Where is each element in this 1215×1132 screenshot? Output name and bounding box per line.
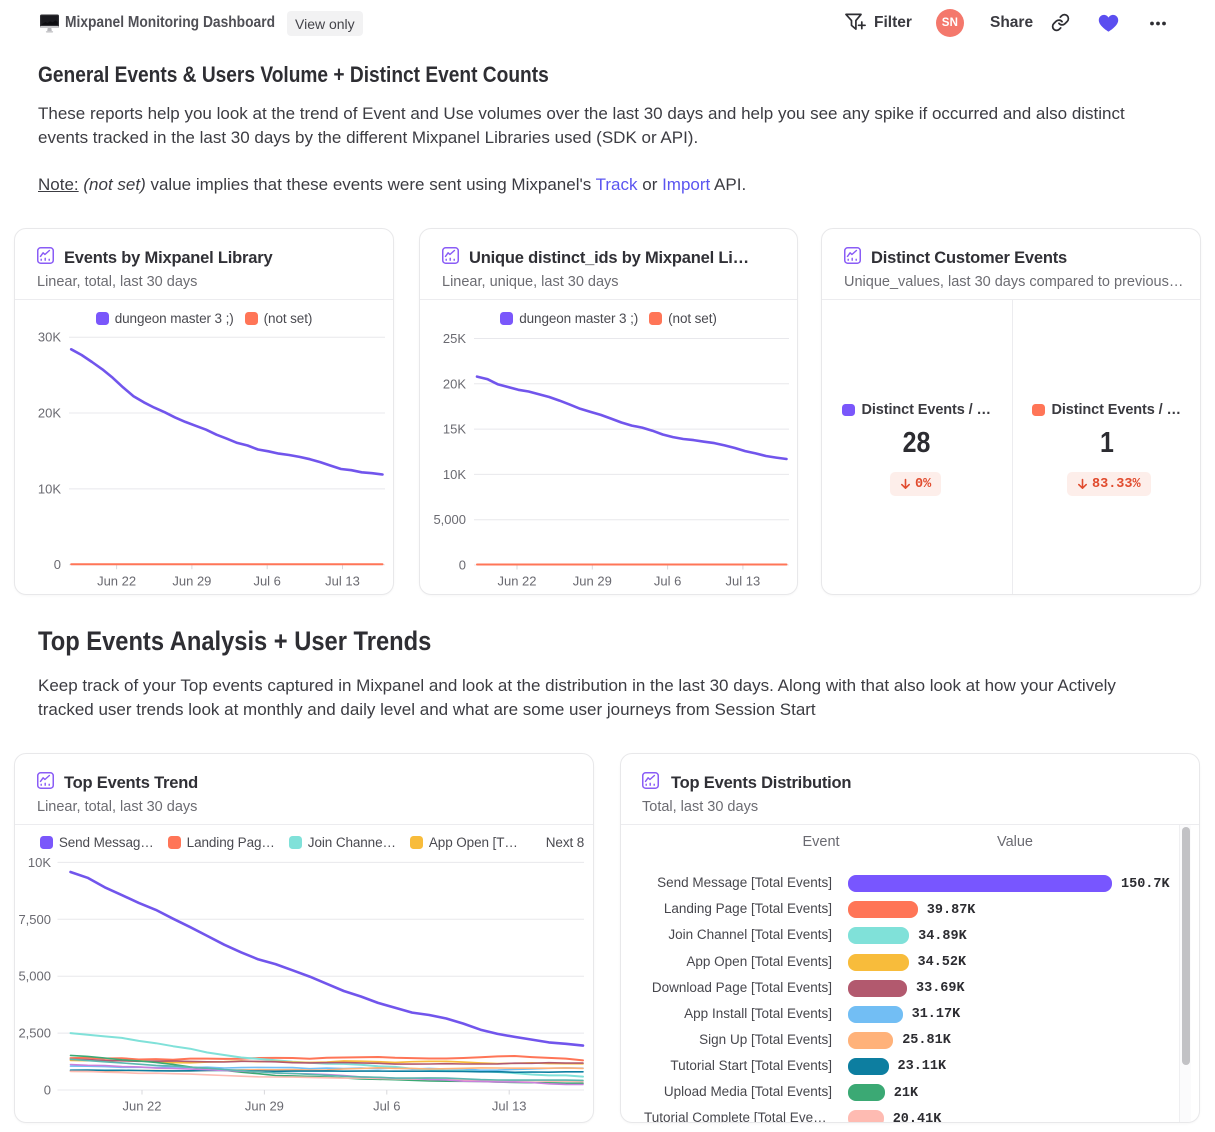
svg-text:20K: 20K	[443, 376, 466, 391]
svg-text:Jul 13: Jul 13	[726, 574, 761, 589]
svg-text:Jul 13: Jul 13	[492, 1099, 527, 1114]
svg-text:0: 0	[54, 557, 61, 572]
svg-text:5,000: 5,000	[433, 512, 466, 527]
svg-text:10K: 10K	[28, 855, 51, 870]
svg-text:7,500: 7,500	[18, 912, 51, 927]
svg-text:Jul 13: Jul 13	[325, 574, 360, 589]
svg-text:10K: 10K	[38, 481, 61, 496]
svg-text:Jun 22: Jun 22	[497, 574, 536, 589]
svg-text:Jul 6: Jul 6	[253, 574, 280, 589]
svg-text:0: 0	[459, 558, 466, 573]
svg-text:Jun 29: Jun 29	[172, 574, 211, 589]
svg-text:Jul 6: Jul 6	[373, 1099, 400, 1114]
svg-text:Jun 29: Jun 29	[245, 1099, 284, 1114]
svg-text:2,500: 2,500	[18, 1026, 51, 1041]
svg-text:10K: 10K	[443, 467, 466, 482]
svg-text:30K: 30K	[38, 330, 61, 345]
svg-text:25K: 25K	[443, 331, 466, 346]
svg-text:Jun 22: Jun 22	[122, 1099, 161, 1114]
svg-text:Jun 22: Jun 22	[97, 574, 136, 589]
svg-text:0: 0	[44, 1083, 51, 1098]
svg-text:20K: 20K	[38, 406, 61, 421]
svg-text:Jul 6: Jul 6	[654, 574, 681, 589]
svg-text:15K: 15K	[443, 422, 466, 437]
svg-text:Jun 29: Jun 29	[573, 574, 612, 589]
svg-text:5,000: 5,000	[18, 969, 51, 984]
